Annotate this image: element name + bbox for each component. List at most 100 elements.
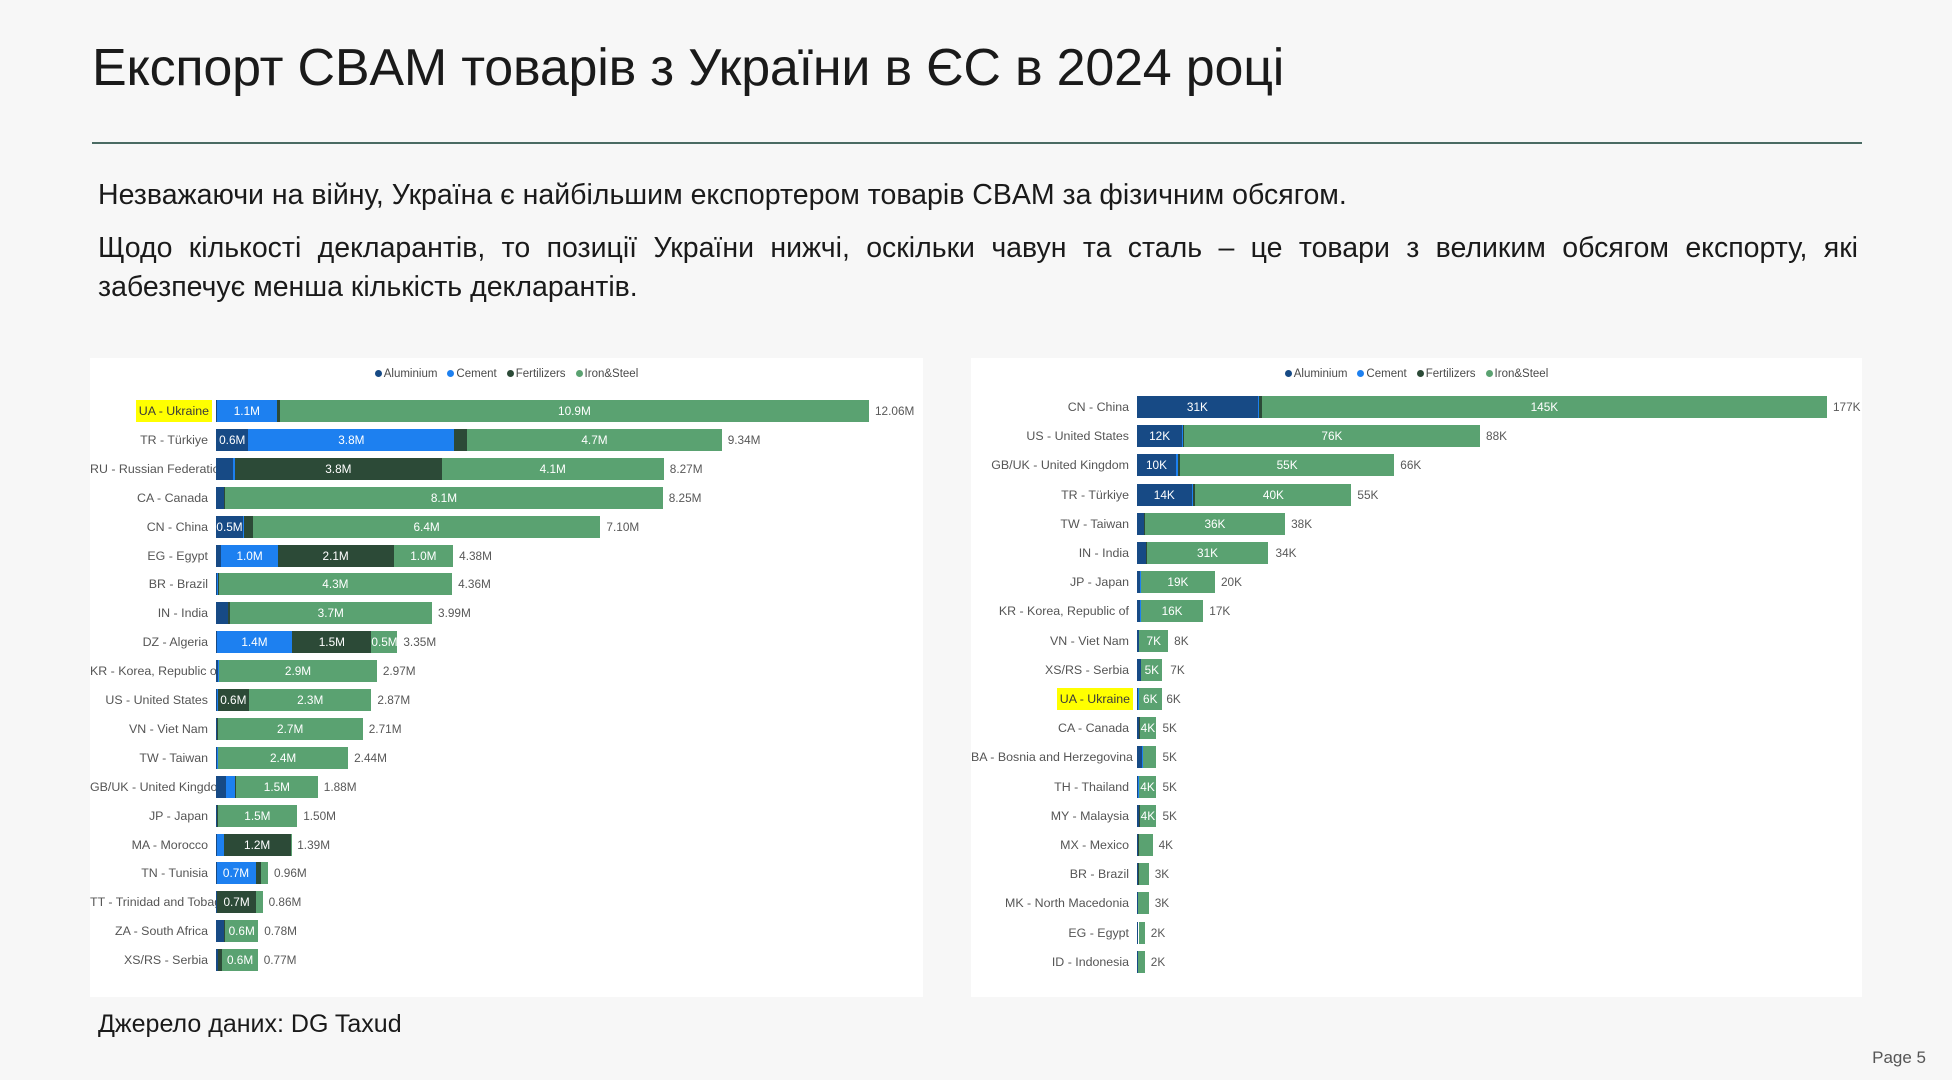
chart-bar-row[interactable]: UA - Ukraine 1.1M 10.9M 12.06M [90, 400, 923, 422]
chart-bar-track[interactable]: 1.2M [216, 833, 292, 856]
legend-item-fertilizers[interactable]: Fertilizers [506, 368, 566, 380]
chart-bar-segment[interactable] [217, 573, 219, 596]
chart-bar-row[interactable]: MK - North Macedonia 3K [971, 892, 1862, 915]
chart-bar-segment[interactable] [224, 920, 226, 943]
chart-category-label[interactable]: TH - Thailand [1054, 779, 1129, 794]
chart-bar-row[interactable]: EG - Egypt 2K [971, 921, 1862, 944]
chart-category-label[interactable]: RU - Russian Federation [90, 461, 227, 476]
chart-bar-segment[interactable] [1182, 425, 1183, 448]
chart-bar-segment[interactable] [234, 775, 237, 798]
chart-bar-track[interactable]: 1.5M [216, 775, 318, 798]
chart-category-label[interactable]: TW - Taiwan [1060, 516, 1129, 531]
chart-bar-segment[interactable]: 1.2M [223, 833, 291, 856]
chart-bar-row[interactable]: TH - Thailand 4K 5K [971, 775, 1862, 798]
chart-category-label[interactable]: IN - India [1078, 546, 1129, 560]
chart-bar-track[interactable]: 8.1M [216, 486, 663, 509]
chart-bar-row[interactable]: TR - Türkiye 0.6M 3.8M 4.7M 9.34M [90, 428, 923, 451]
chart-bar-segment[interactable] [227, 602, 229, 625]
chart-bar-track[interactable]: 31K 145K [1137, 396, 1827, 418]
chart-bar-segment[interactable] [216, 804, 217, 827]
chart-bar-row[interactable]: XS/RS - Serbia 0.6M 0.77M [90, 949, 923, 972]
chart-bar-segment[interactable] [216, 631, 217, 654]
chart-bar-segment[interactable]: 4.3M [218, 573, 453, 596]
chart-bar-segment[interactable] [1145, 542, 1147, 564]
chart-bar-segment[interactable] [1137, 834, 1138, 856]
chart-bar-row[interactable]: CA - Canada 8.1M 8.25M [90, 486, 923, 509]
chart-bar-row[interactable]: RU - Russian Federation 3.8M 4.1M 8.27M [90, 457, 923, 480]
chart-bar-segment[interactable] [216, 400, 218, 422]
chart-category-label[interactable]: UA - Ukraine [1056, 688, 1133, 710]
chart-category-label[interactable]: MK - North Macedonia [1005, 896, 1129, 911]
chart-bar-segment[interactable]: 6.4M [252, 515, 601, 538]
chart-bar-segment[interactable]: 4K [1139, 804, 1157, 827]
chart-category-label[interactable]: US - United States [105, 693, 208, 707]
chart-bar-row[interactable]: KR - Korea, Republic of 16K 17K [971, 600, 1862, 623]
chart-bar-track[interactable]: 0.5M 6.4M [216, 515, 601, 538]
chart-bar-track[interactable]: 4K [1137, 804, 1157, 827]
chart-bar-row[interactable]: MX - Mexico 4K [971, 834, 1862, 856]
chart-bar-track[interactable] [1137, 863, 1149, 886]
chart-bar-segment[interactable] [1146, 542, 1148, 564]
chart-category-label[interactable]: XS/RS - Serbia [1044, 662, 1129, 677]
chart-bar-segment[interactable] [1137, 921, 1139, 944]
chart-bar-segment[interactable] [216, 833, 217, 856]
chart-bar-segment[interactable] [261, 862, 268, 885]
chart-bar-segment[interactable] [224, 486, 226, 509]
chart-bar-segment[interactable] [216, 486, 224, 509]
chart-bar-segment[interactable]: 1.5M [292, 631, 372, 654]
chart-bar-segment[interactable] [225, 775, 235, 798]
chart-bar-row[interactable]: MY - Malaysia 4K 5K [971, 804, 1862, 827]
chart-category-label[interactable]: EG - Egypt [147, 548, 208, 563]
chart-bar-track[interactable] [1137, 921, 1145, 944]
chart-bar-row[interactable]: TN - Tunisia 0.7M 0.96M [90, 862, 923, 885]
chart-bar-row[interactable]: ZA - South Africa 0.6M 0.78M [90, 920, 923, 943]
chart-bar-segment[interactable]: 12K [1137, 425, 1183, 448]
chart-bar-segment[interactable] [223, 920, 225, 943]
chart-bar-segment[interactable] [1137, 804, 1139, 827]
legend-item-cement[interactable]: Cement [1357, 368, 1407, 380]
chart-bar-segment[interactable] [276, 400, 280, 422]
chart-bar-track[interactable]: 3.7M [216, 602, 433, 625]
chart-bar-row[interactable]: CN - China 31K 145K 177K [971, 396, 1862, 418]
chart-bar-segment[interactable] [1137, 746, 1143, 769]
chart-bar-segment[interactable] [454, 428, 468, 451]
chart-category-label[interactable]: CA - Canada [1058, 721, 1129, 736]
chart-bar-segment[interactable]: 14K [1137, 483, 1192, 506]
chart-bar-segment[interactable]: 6K [1138, 688, 1162, 710]
chart-bar-track[interactable]: 1.4M 1.5M 0.5M [216, 631, 398, 654]
chart-bar-segment[interactable] [216, 891, 217, 914]
chart-bar-segment[interactable]: 8.1M [225, 486, 663, 509]
chart-bar-segment[interactable] [1138, 921, 1145, 944]
chart-bar-track[interactable]: 1.1M 10.9M [216, 400, 869, 422]
chart-bar-segment[interactable] [1138, 863, 1149, 886]
chart-category-label[interactable]: VN - Viet Nam [1050, 633, 1129, 648]
chart-bar-segment[interactable] [244, 515, 253, 538]
chart-bar-segment[interactable] [216, 689, 218, 711]
chart-bar-segment[interactable] [216, 573, 218, 596]
chart-bar-segment[interactable] [1138, 892, 1149, 915]
chart-bar-segment[interactable] [216, 833, 224, 856]
chart-bar-segment[interactable]: 31K [1137, 396, 1258, 418]
chart-bar-segment[interactable]: 2.1M [277, 544, 394, 567]
chart-bar-segment[interactable] [218, 660, 220, 683]
chart-bar-segment[interactable]: 10K [1137, 454, 1176, 477]
chart-category-label[interactable]: ZA - South Africa [115, 924, 208, 939]
chart-bar-segment[interactable]: 4K [1139, 717, 1157, 740]
chart-bar-segment[interactable] [216, 717, 217, 740]
chart-bar-track[interactable]: 14K 40K [1137, 483, 1352, 506]
chart-bar-segment[interactable]: 40K [1195, 483, 1352, 506]
chart-bar-track[interactable]: 3.8M 4.1M [216, 457, 664, 480]
chart-bar-segment[interactable] [216, 862, 217, 885]
chart-category-label[interactable]: VN - Viet Nam [129, 721, 208, 736]
chart-bar-row[interactable]: IN - India 3.7M 3.99M [90, 602, 923, 625]
chart-category-label[interactable]: EG - Egypt [1068, 925, 1129, 940]
chart-bar-segment[interactable] [216, 602, 228, 625]
chart-bar-segment[interactable]: 5K [1141, 658, 1163, 681]
chart-bar-segment[interactable] [290, 833, 292, 856]
chart-bar-track[interactable]: 1.5M [216, 804, 298, 827]
chart-category-label[interactable]: TN - Tunisia [141, 866, 208, 881]
chart-bar-segment[interactable] [1177, 454, 1180, 477]
chart-bar-segment[interactable]: 1.4M [216, 631, 293, 654]
chart-bar-segment[interactable]: 0.6M [216, 428, 249, 451]
chart-bar-track[interactable]: 36K [1137, 512, 1286, 535]
